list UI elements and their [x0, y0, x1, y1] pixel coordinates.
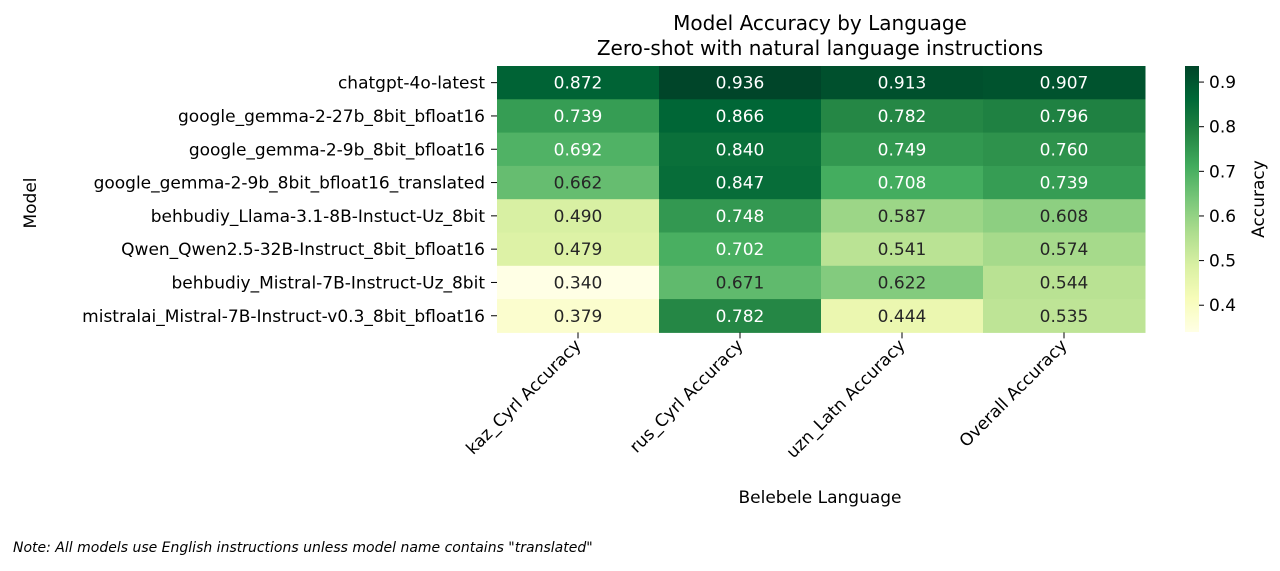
heatmap-cell	[659, 165, 822, 200]
cell-value-label: 0.749	[878, 140, 927, 160]
colorbar: 0.4 0.5 0.6 0.7 0.8 0.9 Accuracy	[1185, 66, 1269, 332]
cell-value-label: 0.782	[878, 107, 927, 127]
cell-value-label: 0.840	[716, 140, 765, 160]
heatmap-cell	[983, 299, 1146, 333]
cell-value-label: 0.739	[554, 107, 603, 127]
heatmap-cell	[659, 299, 822, 333]
cell-value-label: 0.479	[554, 240, 603, 260]
heatmap-cell	[497, 165, 660, 200]
heatmap-cell	[983, 165, 1146, 200]
heatmap-cell	[821, 265, 984, 300]
cell-value-label: 0.748	[716, 207, 765, 227]
y-tick-label: behbudiy_Mistral-7B-Instruct-Uz_8bit	[171, 273, 485, 293]
colorbar-gradient	[1185, 66, 1199, 332]
heatmap-cell	[497, 132, 660, 167]
cell-value-label: 0.936	[716, 74, 765, 94]
y-tick-label: google_gemma-2-9b_8bit_bfloat16	[189, 140, 485, 160]
cell-value-label: 0.444	[878, 307, 927, 327]
y-tick-label: google_gemma-2-27b_8bit_bfloat16	[178, 107, 485, 127]
cell-value-label: 0.379	[554, 307, 603, 327]
cell-value-label: 0.913	[878, 74, 927, 94]
colorbar-tick-label: 0.6	[1209, 207, 1236, 227]
cell-value-label: 0.587	[878, 207, 927, 227]
heatmap-cell	[821, 66, 984, 100]
heatmap-cell	[659, 265, 822, 300]
heatmap-cell	[983, 66, 1146, 100]
y-tick-label: Qwen_Qwen2.5-32B-Instruct_8bit_bfloat16	[121, 240, 485, 260]
heatmap-cells: 0.872 0.936 0.913 0.907 0.739 0.866 0.782 0.796…	[497, 66, 1146, 333]
heatmap-cell	[497, 232, 660, 267]
heatmap-cell	[659, 66, 822, 100]
cell-value-label: 0.708	[878, 174, 927, 194]
heatmap-cell	[659, 199, 822, 233]
heatmap-cell	[821, 232, 984, 267]
heatmap-cell	[497, 265, 660, 300]
heatmap-cell	[983, 199, 1146, 233]
cell-value-label: 0.782	[716, 307, 765, 327]
cell-value-label: 0.847	[716, 174, 765, 194]
colorbar-tick-label: 0.9	[1209, 73, 1236, 93]
heatmap-cell	[659, 132, 822, 167]
heatmap-cell	[659, 99, 822, 134]
cell-value-label: 0.739	[1040, 174, 1089, 194]
heatmap-cell	[821, 299, 984, 333]
y-tick-label: google_gemma-2-9b_8bit_bfloat16_translat…	[94, 174, 485, 194]
cell-value-label: 0.671	[716, 273, 765, 293]
chart-subtitle: Zero-shot with natural language instruct…	[597, 36, 1043, 60]
x-tick-label: kaz_Cyrl Accuracy	[462, 336, 585, 459]
y-axis-label: Model	[21, 177, 41, 228]
y-tick-labels: chatgpt-4o-latest google_gemma-2-27b_8bit…	[82, 74, 497, 327]
cell-value-label: 0.340	[554, 273, 603, 293]
cell-value-label: 0.866	[716, 107, 765, 127]
y-tick-label: behbudiy_Llama-3.1-8B-Instuct-Uz_8bit	[151, 207, 486, 227]
heatmap-cell	[659, 232, 822, 267]
x-tick-labels: kaz_Cyrl Accuracy rus_Cyrl Accuracy uzn_La…	[462, 332, 1072, 463]
heatmap-cell	[497, 199, 660, 233]
cell-value-label: 0.692	[554, 140, 603, 160]
cell-value-label: 0.760	[1040, 140, 1089, 160]
y-tick-label: mistralai_Mistral-7B-Instruct-v0.3_8bit_…	[82, 307, 485, 327]
cell-value-label: 0.622	[878, 273, 927, 293]
heatmap-cell	[983, 232, 1146, 267]
cell-value-label: 0.535	[1040, 307, 1089, 327]
cell-value-label: 0.907	[1040, 74, 1089, 94]
heatmap-cell	[821, 99, 984, 134]
x-tick-label: uzn_Latn Accuracy	[783, 336, 910, 463]
heatmap-cell	[983, 99, 1146, 134]
colorbar-tick-label: 0.4	[1209, 296, 1236, 316]
colorbar-tick-label: 0.5	[1209, 252, 1236, 272]
heatmap-cell	[821, 199, 984, 233]
cell-value-label: 0.608	[1040, 207, 1089, 227]
colorbar-tick-label: 0.7	[1209, 162, 1236, 182]
heatmap-cell	[983, 132, 1146, 167]
chart-title: Model Accuracy by Language	[673, 11, 967, 35]
x-tick-label: rus_Cyrl Accuracy	[626, 336, 747, 457]
heatmap-cell	[497, 99, 660, 134]
cell-value-label: 0.490	[554, 207, 603, 227]
cell-value-label: 0.872	[554, 74, 603, 94]
cell-value-label: 0.796	[1040, 107, 1089, 127]
cell-value-label: 0.541	[878, 240, 927, 260]
colorbar-tick-label: 0.8	[1209, 118, 1236, 138]
heatmap-cell	[821, 165, 984, 200]
heatmap-cell	[497, 299, 660, 333]
x-axis-label: Belebele Language	[738, 488, 901, 508]
colorbar-label: Accuracy	[1249, 160, 1269, 238]
heatmap-cell	[497, 66, 660, 100]
x-tick-label: Overall Accuracy	[956, 336, 1072, 452]
heatmap-cell	[983, 265, 1146, 300]
cell-value-label: 0.574	[1040, 240, 1089, 260]
cell-value-label: 0.662	[554, 174, 603, 194]
cell-value-label: 0.544	[1040, 273, 1089, 293]
footnote: Note: All models use English instruction…	[13, 540, 593, 556]
y-tick-label: chatgpt-4o-latest	[338, 74, 485, 94]
heatmap-cell	[821, 132, 984, 167]
cell-value-label: 0.702	[716, 240, 765, 260]
